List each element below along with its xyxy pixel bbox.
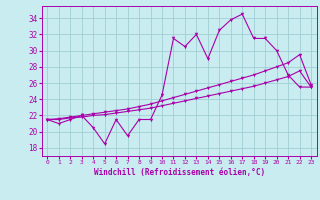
X-axis label: Windchill (Refroidissement éolien,°C): Windchill (Refroidissement éolien,°C) — [94, 168, 265, 177]
